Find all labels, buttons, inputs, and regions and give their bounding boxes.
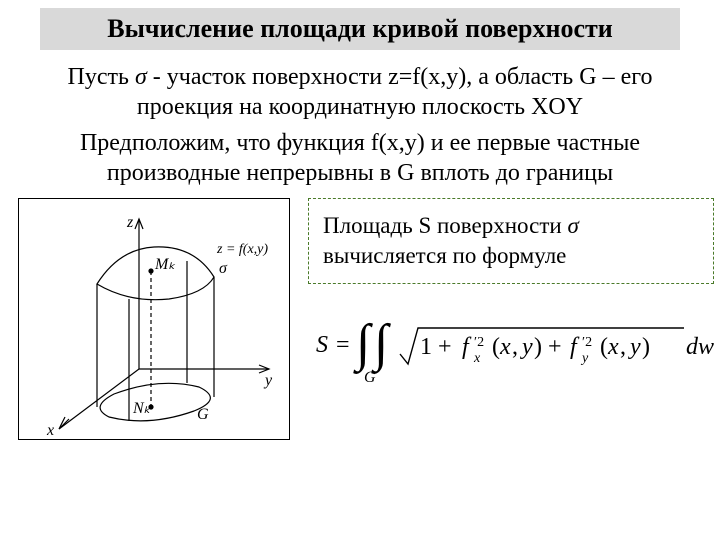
svg-text:y: y xyxy=(628,334,641,360)
box-line1: Площадь S поверхности xyxy=(323,213,567,238)
para1-part-a: Пусть xyxy=(68,64,135,90)
formula-dw: dw xyxy=(686,334,714,360)
right-column: Площадь S поверхности σ вычисляется по ф… xyxy=(290,198,714,440)
para1-part-b: - участок поверхности z=f(x,y), а област… xyxy=(137,64,653,120)
axis-y-label: y xyxy=(263,372,273,389)
mk-label: Mₖ xyxy=(154,256,175,273)
svg-text:(: ( xyxy=(492,334,500,360)
sigma-inline-icon: σ xyxy=(135,64,147,90)
axis-x-label: x xyxy=(46,422,54,439)
formula-lhs: S xyxy=(316,332,328,358)
svg-text:y: y xyxy=(580,351,589,366)
svg-text:′2: ′2 xyxy=(474,335,484,350)
paragraph-2: Предположим, что функция f(x,y) и ее пер… xyxy=(20,128,700,188)
svg-text:x: x xyxy=(607,334,619,360)
svg-text:,: , xyxy=(512,334,518,360)
surface-eq-label: z = f(x,y) xyxy=(216,242,268,257)
axis-z-label: z xyxy=(126,214,134,231)
formula-domain: G xyxy=(364,369,376,386)
svg-text:x: x xyxy=(473,351,481,366)
svg-text:,: , xyxy=(620,334,626,360)
paragraph-1: Пусть σ - участок поверхности z=f(x,y), … xyxy=(20,62,700,122)
svg-text:1 +: 1 + xyxy=(420,334,452,360)
surface-area-formula: S = ∫ ∫ G 1 + f ′2 x ( x , y ) + xyxy=(308,304,714,388)
region-g-label: G xyxy=(197,406,209,423)
svg-text:f: f xyxy=(462,334,472,360)
nk-label: Nₖ xyxy=(132,400,151,417)
slide-title: Вычисление площади кривой поверхности xyxy=(40,8,680,50)
svg-text:(: ( xyxy=(600,334,608,360)
surface-sketch: z y x G Mₖ xyxy=(18,198,290,440)
sigma-box-icon: σ xyxy=(567,213,578,238)
svg-text:∫: ∫ xyxy=(371,315,391,374)
statement-box: Площадь S поверхности σ вычисляется по ф… xyxy=(308,198,714,284)
svg-text:): ) xyxy=(642,334,650,360)
svg-text:∫: ∫ xyxy=(353,315,373,374)
svg-text:=: = xyxy=(336,332,350,358)
svg-text:′2: ′2 xyxy=(582,335,592,350)
box-line2: вычисляется по формуле xyxy=(323,243,566,268)
svg-text:y: y xyxy=(520,334,533,360)
svg-text:) +: ) + xyxy=(534,334,562,360)
sigma-surface-label: σ xyxy=(219,260,228,277)
svg-text:f: f xyxy=(570,334,580,360)
content-row: z y x G Mₖ xyxy=(0,198,720,440)
svg-text:x: x xyxy=(499,334,511,360)
